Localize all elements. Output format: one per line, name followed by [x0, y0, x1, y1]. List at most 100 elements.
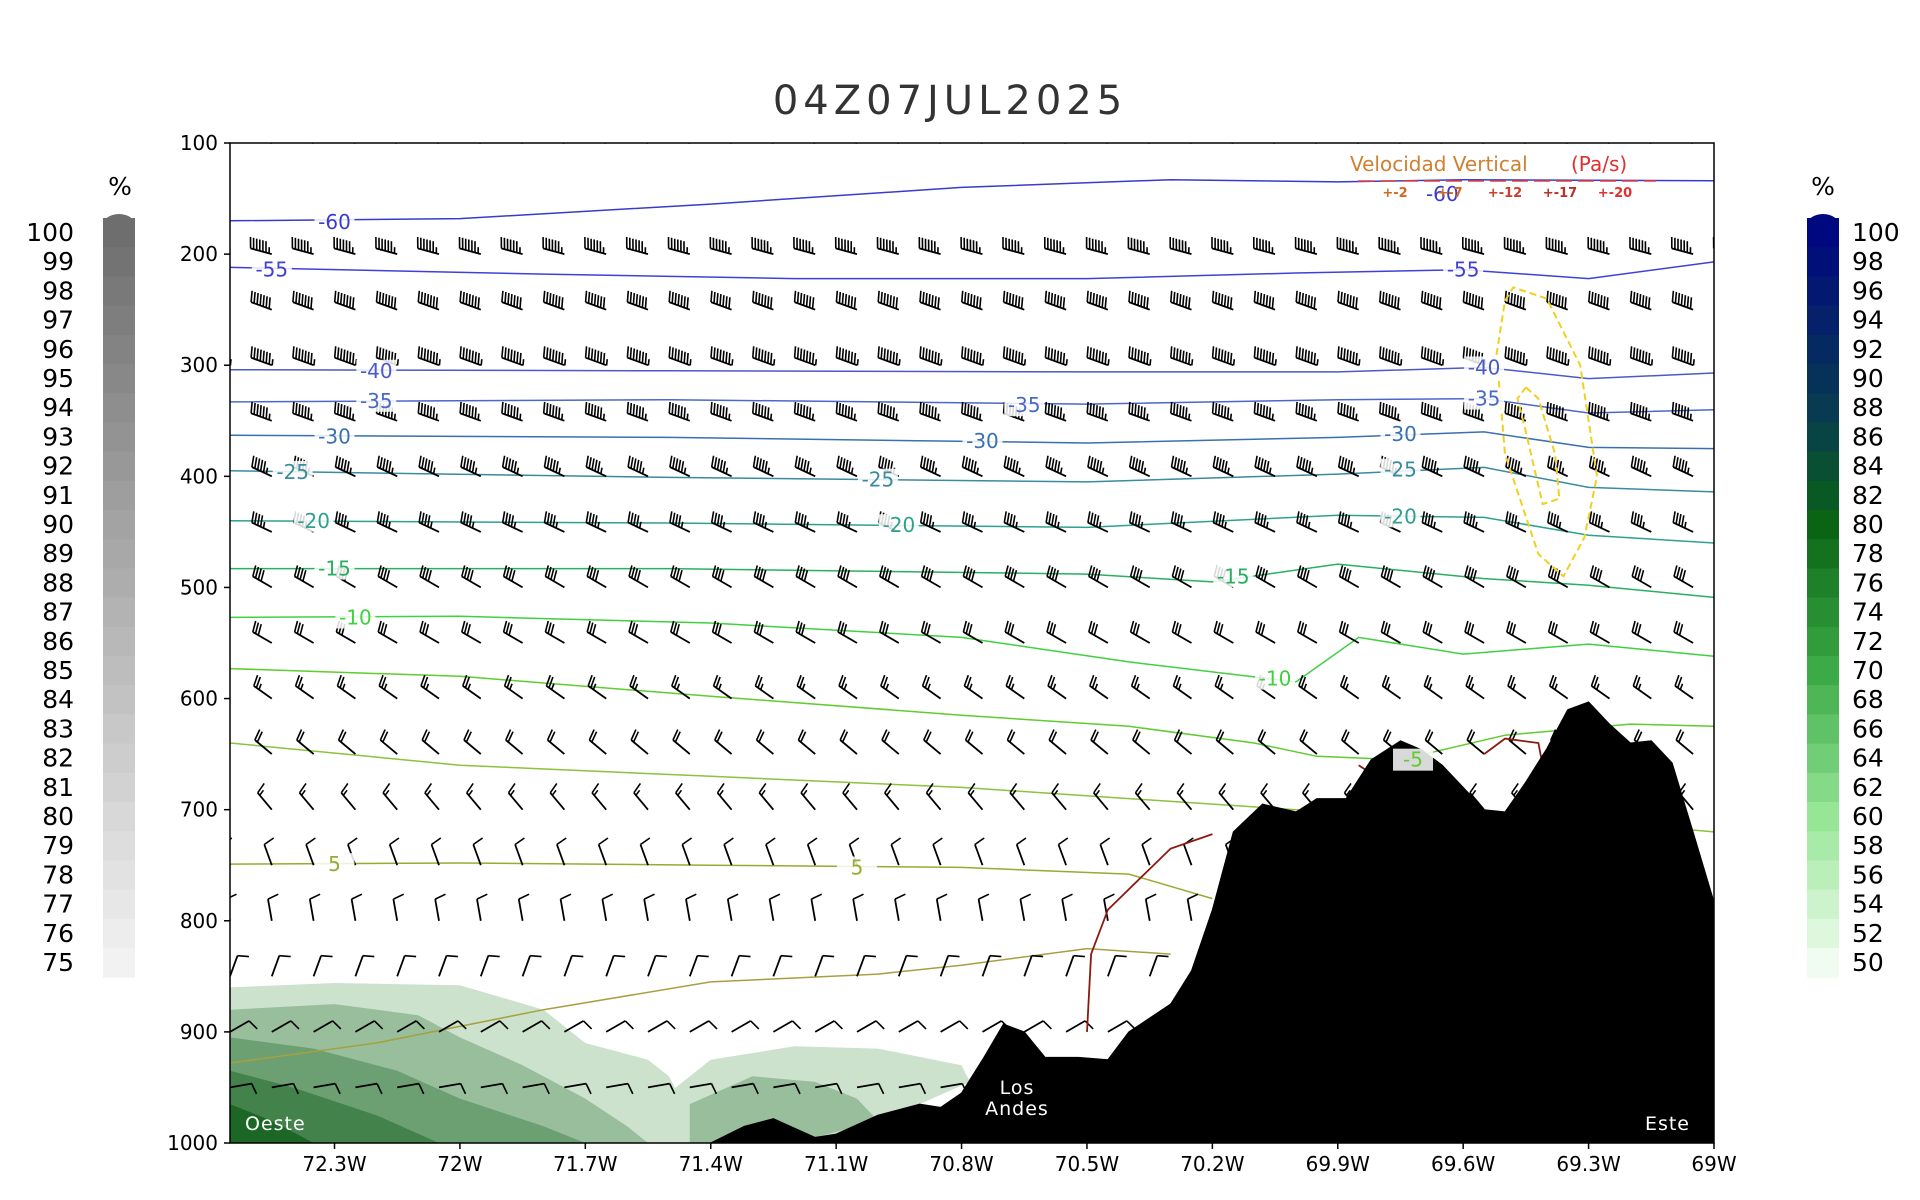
wind-barb-flag: [635, 349, 639, 362]
wind-barb-flag: [257, 782, 265, 794]
wind-barb-flag: [1211, 401, 1215, 414]
wind-barb-flag: [1638, 294, 1642, 306]
wind-barb-flag: [1054, 515, 1058, 527]
wind-barb-flag: [546, 402, 549, 415]
wind-barb-flag: [429, 295, 433, 307]
wind-barb-flag: [928, 515, 933, 527]
wind-barb-flag: [471, 350, 474, 363]
wind-barb-flag: [462, 291, 465, 304]
wind-barb-11-24: [1218, 782, 1234, 811]
wind-barb-12-22: [1141, 837, 1152, 866]
right-colorbar-label-21: 58: [1852, 831, 1884, 860]
wind-barb-shaft: [1046, 575, 1067, 589]
wind-barb-flag: [632, 404, 636, 416]
wind-barb-flag: [591, 568, 597, 580]
wind-barb-flag: [758, 513, 762, 526]
wind-barb-flag: [1594, 292, 1597, 305]
wind-barb-flag: [1216, 622, 1221, 634]
terrain: [710, 701, 1714, 1143]
wind-barb-flag: [1059, 407, 1063, 419]
wind-barb-shaft: [835, 247, 858, 255]
wind-barb-8-31: [1506, 620, 1527, 644]
wind-barb-flag: [1265, 350, 1269, 363]
wind-barb-flag: [1435, 296, 1439, 308]
wind-barb-flag: [1549, 457, 1554, 469]
wind-barb-flag: [545, 674, 552, 687]
right-colorbar-cell-8: [1807, 451, 1839, 482]
wind-barb-flag: [352, 297, 355, 309]
wind-barb-flag: [1215, 729, 1222, 741]
wind-barb-flag: [265, 296, 268, 308]
wind-barb-shaft: [1380, 631, 1401, 644]
right-colorbar-cell-6: [1807, 393, 1839, 423]
wind-barb-flag: [1174, 622, 1179, 634]
wind-barb-flag: [1256, 402, 1260, 415]
wind-barb-flag: [1726, 295, 1727, 306]
wind-barb-flag: [758, 782, 767, 794]
wind-barb-flag: [756, 622, 761, 634]
wind-barb-flag: [1169, 128, 1170, 139]
wind-barb-flag: [1005, 347, 1009, 359]
wind-barb-8-11: [670, 620, 691, 644]
wind-barb-flag: [1007, 566, 1012, 579]
wind-barb-1-31: [1503, 237, 1527, 255]
wind-barb-flag: [1558, 406, 1561, 418]
wind-barb-flag: [213, 513, 215, 524]
wind-barb-flag: [1340, 347, 1343, 359]
wind-barb-9-33: [1590, 674, 1611, 700]
wind-barb-half: [1227, 467, 1230, 474]
wind-barb-flag: [1420, 290, 1424, 303]
wind-barb-half: [426, 789, 432, 796]
wind-barb-shaft: [675, 792, 691, 811]
wind-barb-shaft: [1169, 247, 1192, 255]
wind-barb-flag: [1157, 954, 1169, 958]
wind-barb-flag: [227, 353, 228, 364]
wind-barb-14-5: [438, 954, 458, 977]
wind-barb-flag: [680, 406, 683, 418]
wind-barb-4-12: [710, 401, 732, 422]
wind-barb-9-5: [420, 674, 440, 700]
wind-barb-12-1: [263, 837, 275, 866]
wind-barb-1-19: [1002, 237, 1025, 255]
wind-barb-13-16: [894, 893, 906, 921]
wind-barb-shaft: [396, 1020, 417, 1033]
wind-barb-shaft: [1065, 955, 1075, 977]
wind-barb-flag: [1594, 404, 1597, 416]
wind-barb-flag: [1263, 569, 1268, 582]
wind-barb-flag: [471, 461, 476, 473]
wind-barb-flag: [840, 566, 845, 579]
wind-barb-flag: [677, 349, 680, 362]
wind-barb-flag: [1341, 566, 1347, 579]
wind-barb-flag: [761, 294, 764, 306]
wind-barb-half: [1345, 789, 1351, 796]
wind-barb-flag: [1050, 731, 1058, 743]
wind-barb-flag: [340, 782, 349, 794]
wind-barb-flag: [256, 292, 259, 305]
wind-barb-0-22: [1144, 143, 1150, 144]
wind-barb-shaft: [502, 466, 523, 478]
wind-barb-10-22: [1132, 729, 1151, 755]
wind-barb-shaft: [806, 844, 817, 866]
wind-barb-flag: [1424, 512, 1428, 525]
wind-barb-flag: [382, 782, 391, 794]
wind-barb-flag: [1256, 347, 1260, 359]
wind-barb-flag: [378, 347, 382, 359]
wind-barb-flag: [767, 407, 770, 419]
wind-barb-flag: [256, 404, 259, 416]
wind-barb-half: [728, 413, 731, 420]
wind-barb-13-0: [230, 893, 237, 921]
wind-barb-5-19: [1003, 455, 1025, 478]
wind-barb-shaft: [647, 955, 657, 977]
wind-barb-flag: [1056, 350, 1060, 363]
wind-barb-4-16: [877, 401, 900, 422]
left-colorbar-cell-16: [103, 685, 135, 715]
wind-barb-shaft: [689, 1082, 712, 1089]
wind-barb-shaft: [1006, 739, 1025, 755]
wind-barb-flag: [800, 782, 809, 794]
right-colorbar-label-18: 64: [1852, 744, 1884, 773]
wind-barb-flag: [638, 461, 643, 473]
wind-barb-flag: [513, 461, 517, 473]
wind-barb-half: [1609, 359, 1612, 366]
temperature-label-bg-8-0: [335, 606, 376, 629]
wind-barb-half: [1647, 413, 1651, 420]
